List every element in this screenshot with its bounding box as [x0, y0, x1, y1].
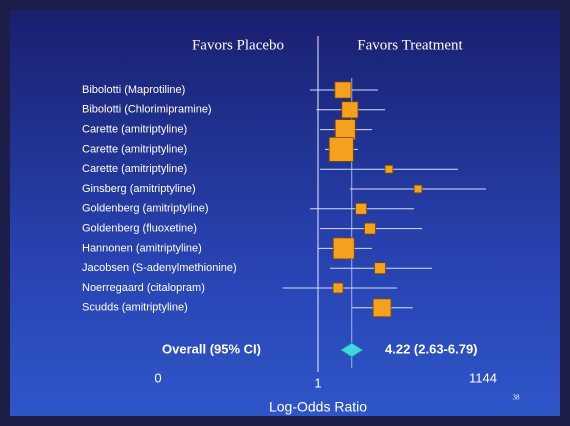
x-tick-label: 1144 [469, 370, 497, 385]
study-box [334, 81, 352, 99]
study-box [341, 101, 359, 119]
study-label: Scudds (amitriptyline) [82, 302, 188, 314]
overall-value-label: 4.22 (2.63-6.79) [385, 341, 478, 356]
study-label: Goldenberg (fluoxetine) [82, 223, 197, 235]
study-label: Carette (amitriptyline) [82, 124, 187, 136]
study-label: Goldenberg (amitriptyline) [82, 203, 209, 215]
study-box [332, 282, 344, 294]
overall-label: Overall (95% CI) [162, 341, 261, 356]
right-header: Favors Treatment [357, 37, 463, 53]
study-label: Bibolotti (Maprotiline) [82, 84, 185, 96]
study-label: Ginsberg (amitriptyline) [82, 183, 196, 195]
study-box [374, 262, 386, 275]
study-box [334, 119, 356, 140]
study-label: Hannonen (amitriptyline) [82, 242, 202, 254]
x-tick-label: 0 [154, 370, 161, 385]
overall-diamond [339, 342, 364, 358]
study-label: Carette (amitriptyline) [82, 143, 187, 155]
x-axis-label: Log-Odds Ratio [269, 399, 367, 415]
slide-background [10, 10, 560, 416]
left-header: Favors Placebo [192, 37, 284, 53]
study-box [413, 184, 423, 194]
study-box [364, 222, 376, 235]
study-label: Bibolotti (Chlorimipramine) [82, 104, 212, 116]
study-label: Noerregaard (citalopram) [82, 282, 205, 294]
study-label: Jacobsen (S-adenylmethionine) [82, 262, 237, 274]
study-box [332, 237, 355, 260]
study-label: Carette (amitriptyline) [82, 163, 187, 175]
study-box [372, 298, 392, 318]
study-box [328, 136, 354, 162]
study-box [355, 202, 368, 215]
x-tick-label: 1 [314, 375, 321, 390]
slide-number: 38 [513, 394, 521, 402]
study-box [384, 164, 394, 174]
